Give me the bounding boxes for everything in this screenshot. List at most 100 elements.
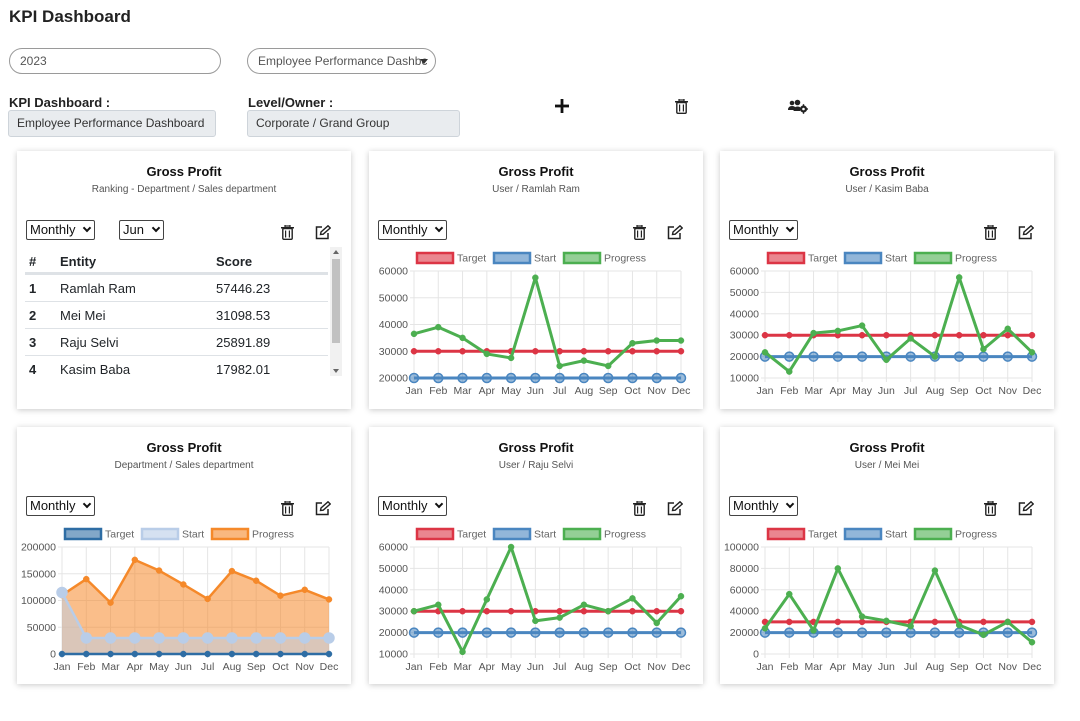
data-point[interactable]: [1002, 627, 1013, 638]
dashboard-select[interactable]: Employee Performance Dashbc: [247, 48, 436, 74]
data-point[interactable]: [131, 556, 139, 564]
legend-item[interactable]: Start: [492, 251, 556, 265]
data-point[interactable]: [532, 348, 539, 355]
data-point[interactable]: [810, 627, 817, 634]
edit-icon[interactable]: [667, 225, 683, 240]
data-point[interactable]: [832, 627, 844, 638]
data-point[interactable]: [627, 372, 638, 384]
data-point[interactable]: [856, 627, 868, 638]
data-point[interactable]: [580, 357, 588, 364]
data-point[interactable]: [955, 331, 963, 339]
legend-item[interactable]: Progress: [913, 251, 997, 265]
data-point[interactable]: [602, 627, 614, 638]
data-point[interactable]: [507, 354, 515, 362]
data-point[interactable]: [435, 323, 442, 331]
data-point[interactable]: [580, 601, 588, 609]
data-point[interactable]: [410, 607, 418, 615]
data-point[interactable]: [786, 590, 793, 598]
legend-item[interactable]: Progress: [210, 527, 294, 541]
data-point[interactable]: [955, 274, 963, 281]
data-point[interactable]: [457, 372, 468, 384]
period-select[interactable]: Monthly: [729, 496, 798, 516]
data-point[interactable]: [784, 351, 795, 362]
legend-item[interactable]: Start: [492, 527, 556, 541]
data-point[interactable]: [980, 631, 987, 638]
data-point[interactable]: [786, 368, 793, 375]
month-select[interactable]: Jun: [119, 220, 164, 240]
data-point[interactable]: [80, 632, 93, 644]
data-point[interactable]: [834, 327, 842, 335]
data-point[interactable]: [554, 627, 565, 638]
data-point[interactable]: [580, 607, 588, 615]
data-point[interactable]: [457, 627, 468, 638]
data-point[interactable]: [761, 331, 769, 339]
data-point[interactable]: [83, 650, 90, 658]
data-point[interactable]: [578, 372, 590, 384]
edit-icon[interactable]: [1018, 501, 1034, 516]
data-point[interactable]: [1002, 351, 1013, 362]
legend-item[interactable]: Progress: [562, 251, 646, 265]
data-point[interactable]: [675, 627, 687, 638]
data-point[interactable]: [1028, 618, 1036, 626]
data-point[interactable]: [153, 632, 165, 644]
data-point[interactable]: [277, 650, 284, 658]
data-point[interactable]: [881, 627, 892, 638]
legend-item[interactable]: Start: [140, 527, 204, 541]
data-point[interactable]: [459, 607, 466, 615]
data-point[interactable]: [629, 607, 636, 615]
data-point[interactable]: [532, 274, 539, 281]
data-point[interactable]: [459, 648, 466, 656]
data-point[interactable]: [155, 567, 163, 574]
data-point[interactable]: [83, 575, 90, 583]
period-select[interactable]: Monthly: [378, 496, 447, 516]
data-point[interactable]: [629, 595, 636, 602]
data-point[interactable]: [1028, 349, 1036, 356]
scrollbar-thumb[interactable]: [332, 259, 340, 343]
legend-item[interactable]: Target: [766, 527, 837, 541]
trash-icon[interactable]: [675, 99, 688, 114]
data-point[interactable]: [604, 607, 612, 615]
data-point[interactable]: [858, 331, 866, 339]
data-point[interactable]: [459, 334, 466, 342]
data-point[interactable]: [507, 607, 515, 615]
data-point[interactable]: [228, 650, 236, 658]
data-point[interactable]: [931, 618, 939, 626]
data-point[interactable]: [301, 586, 308, 594]
legend-item[interactable]: Progress: [913, 527, 997, 541]
edit-icon[interactable]: [315, 225, 331, 240]
data-point[interactable]: [481, 627, 493, 638]
data-point[interactable]: [629, 348, 636, 355]
data-point[interactable]: [483, 607, 491, 615]
data-point[interactable]: [505, 627, 517, 638]
users-gear-icon[interactable]: [788, 99, 808, 114]
data-point[interactable]: [155, 650, 163, 658]
data-point[interactable]: [653, 348, 660, 355]
data-point[interactable]: [653, 337, 660, 344]
data-point[interactable]: [505, 372, 517, 384]
year-input-field[interactable]: [20, 54, 210, 68]
scroll-down-icon[interactable]: [333, 369, 339, 373]
data-point[interactable]: [858, 613, 866, 620]
trash-icon[interactable]: [281, 501, 294, 516]
period-select[interactable]: Monthly: [378, 220, 447, 240]
data-point[interactable]: [323, 632, 335, 644]
data-point[interactable]: [298, 632, 311, 644]
data-point[interactable]: [627, 627, 638, 638]
data-point[interactable]: [408, 372, 420, 384]
period-select[interactable]: Monthly: [26, 220, 95, 240]
data-point[interactable]: [834, 618, 842, 626]
data-point[interactable]: [784, 627, 795, 638]
legend-item[interactable]: Start: [843, 251, 907, 265]
period-select[interactable]: Monthly: [26, 496, 95, 516]
edit-icon[interactable]: [667, 501, 683, 516]
data-point[interactable]: [301, 650, 308, 658]
year-input[interactable]: [9, 48, 221, 74]
data-point[interactable]: [905, 627, 916, 638]
data-point[interactable]: [131, 650, 139, 658]
data-point[interactable]: [252, 650, 260, 658]
trash-icon[interactable]: [984, 501, 997, 516]
data-point[interactable]: [410, 348, 418, 355]
data-point[interactable]: [834, 565, 842, 572]
data-point[interactable]: [856, 351, 868, 362]
data-point[interactable]: [604, 348, 612, 355]
